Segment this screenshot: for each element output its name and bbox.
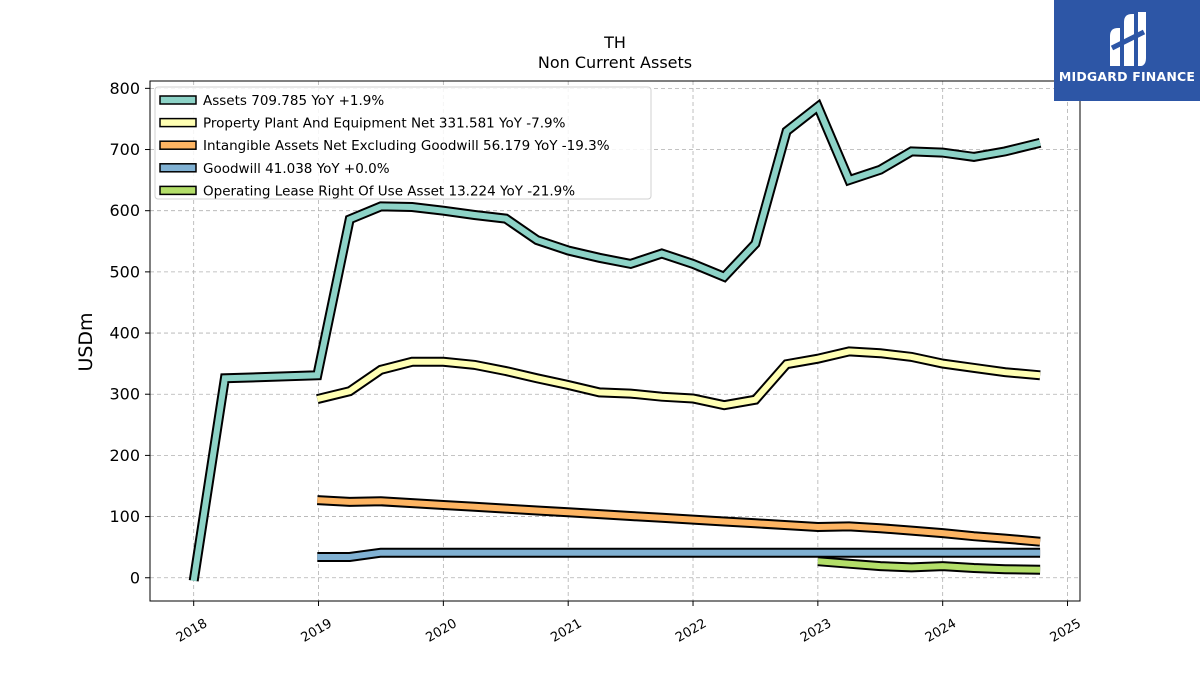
legend: Assets 709.785 YoY +1.9% Property Plant A… xyxy=(154,86,652,200)
legend-swatch xyxy=(159,95,197,105)
x-tick-label: 2018 xyxy=(174,616,210,646)
legend-swatch xyxy=(159,185,197,196)
legend-swatch xyxy=(159,163,197,173)
series-group xyxy=(188,98,1042,582)
x-tick-label: 2024 xyxy=(923,616,959,646)
legend-entry: Intangible Assets Net Excluding Goodwill… xyxy=(203,138,610,154)
x-tick-label: 2023 xyxy=(798,616,834,646)
logo-mark-icon xyxy=(1110,12,1146,66)
series-line xyxy=(317,495,1041,547)
y-tick-label: 700 xyxy=(109,140,140,159)
legend-entry: Property Plant And Equipment Net 331.581… xyxy=(203,116,566,132)
y-axis-ticks: 0 100 200 300 400 500 600 700 800 xyxy=(109,79,150,587)
y-tick-label: 200 xyxy=(109,446,140,465)
x-tick-label: 2020 xyxy=(424,616,460,646)
series-line xyxy=(188,98,1042,582)
legend-entry: Assets 709.785 YoY +1.9% xyxy=(203,93,384,109)
y-tick-label: 100 xyxy=(109,507,140,526)
y-tick-label: 600 xyxy=(109,201,140,220)
x-tick-label: 2025 xyxy=(1048,616,1084,646)
plot-frame xyxy=(149,80,1081,602)
series-line xyxy=(316,346,1041,411)
legend-entry: Operating Lease Right Of Use Asset 13.22… xyxy=(203,183,575,199)
y-tick-label: 0 xyxy=(130,568,140,587)
chart-title: TH xyxy=(603,33,626,52)
series-line-fill xyxy=(316,348,1041,409)
x-tick-label: 2019 xyxy=(299,616,335,646)
legend-box xyxy=(154,86,652,200)
y-tick-label: 300 xyxy=(109,385,140,404)
legend-entry: Goodwill 41.038 YoY +0.0% xyxy=(203,161,390,177)
logo-text: MIDGARD FINANCE xyxy=(1058,69,1196,84)
brand-logo: MIDGARD FINANCE xyxy=(1054,0,1200,101)
series-line-fill xyxy=(817,558,1041,573)
series-line-fill xyxy=(190,101,1041,582)
series-line-fill xyxy=(317,549,1041,560)
legend-swatch xyxy=(159,140,197,150)
x-axis-ticks: 2018 2019 2020 2021 2022 2023 2024 2025 xyxy=(174,601,1084,646)
series-line-fill xyxy=(317,497,1041,545)
y-tick-label: 400 xyxy=(109,324,140,343)
x-tick-label: 2021 xyxy=(548,616,584,646)
y-axis-label: USDm xyxy=(75,312,97,371)
x-tick-label: 2022 xyxy=(673,616,709,646)
y-tick-label: 500 xyxy=(109,262,140,281)
y-tick-label: 800 xyxy=(109,79,140,98)
series-line xyxy=(817,556,1041,575)
chart-subtitle: Non Current Assets xyxy=(538,53,692,72)
series-line xyxy=(317,547,1041,562)
legend-swatch xyxy=(159,117,197,128)
